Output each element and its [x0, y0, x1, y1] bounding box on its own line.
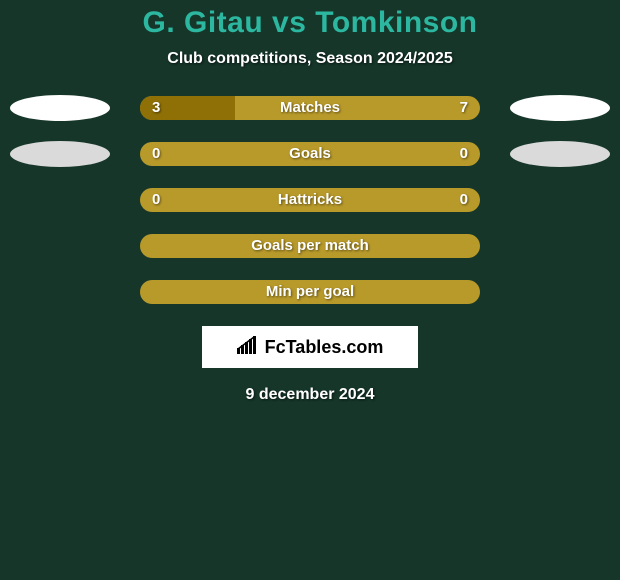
- stat-bar: Goals per match: [140, 234, 480, 258]
- stat-bar: 00Goals: [140, 142, 480, 166]
- stat-bar: Min per goal: [140, 280, 480, 304]
- player-ellipse-right: [510, 95, 610, 121]
- stat-row: Min per goal: [0, 280, 620, 304]
- page-subtitle: Club competitions, Season 2024/2025: [0, 50, 620, 68]
- bars-icon: [237, 336, 259, 359]
- stat-label: Goals per match: [140, 234, 480, 258]
- player-ellipse-right: [510, 141, 610, 167]
- player-ellipse-left: [10, 95, 110, 121]
- stat-label: Goals: [140, 142, 480, 166]
- player-ellipse-left: [10, 141, 110, 167]
- brand-badge[interactable]: FcTables.com: [202, 326, 418, 368]
- stats-card: G. Gitau vs Tomkinson Club competitions,…: [0, 0, 620, 580]
- brand-text: FcTables.com: [265, 337, 384, 358]
- stat-label: Hattricks: [140, 188, 480, 212]
- stat-label: Min per goal: [140, 280, 480, 304]
- stat-bar: 00Hattricks: [140, 188, 480, 212]
- date-label: 9 december 2024: [0, 386, 620, 404]
- stat-row: 00Hattricks: [0, 188, 620, 212]
- stat-rows: 37Matches 00Goals 00Hattricks Goals per mat…: [0, 96, 620, 304]
- stat-row: Goals per match: [0, 234, 620, 258]
- stat-row: 00Goals: [0, 142, 620, 166]
- stat-bar: 37Matches: [140, 96, 480, 120]
- stat-label: Matches: [140, 96, 480, 120]
- page-title: G. Gitau vs Tomkinson: [0, 6, 620, 40]
- stat-row: 37Matches: [0, 96, 620, 120]
